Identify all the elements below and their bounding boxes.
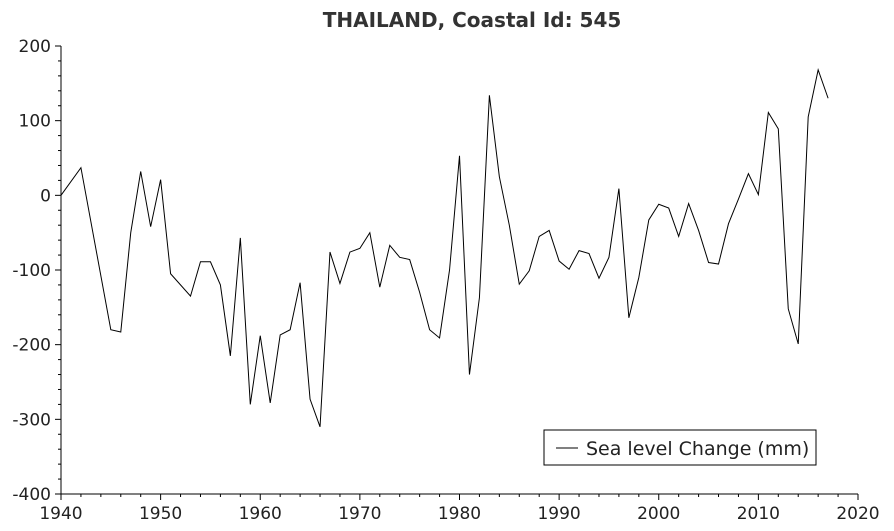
y-tick-label: 200 <box>19 37 51 57</box>
x-tick-label: 2010 <box>737 504 780 524</box>
x-tick-label: 1940 <box>39 504 82 524</box>
y-tick-label: -400 <box>12 485 51 505</box>
y-tick-label: -100 <box>12 261 51 281</box>
x-tick-label: 1980 <box>438 504 481 524</box>
x-tick-label: 1990 <box>537 504 580 524</box>
x-ticks: 1940 1950 1960 1970 1980 1990 2000 2010 2020 <box>39 494 880 524</box>
x-tick-label: 1970 <box>338 504 381 524</box>
chart-title: THAILAND, Coastal Id: 545 <box>323 8 622 32</box>
legend: Sea level Change (mm) <box>543 429 817 466</box>
legend-box <box>543 429 817 466</box>
series-layer <box>60 68 829 427</box>
series-points-0 <box>60 69 828 427</box>
y-tick-label: 100 <box>19 112 51 132</box>
y-tick-label: -300 <box>12 410 51 430</box>
series-line-0 <box>60 68 829 427</box>
axes <box>60 46 858 495</box>
y-tick-label: 0 <box>40 186 51 206</box>
y-ticks: 200 100 0 -100 -200 -300 -400 <box>12 37 61 505</box>
y-tick-label: -200 <box>12 336 51 356</box>
x-tick-label: 2000 <box>637 504 680 524</box>
legend-label: Sea level Change (mm) <box>586 438 809 460</box>
x-tick-label: 1950 <box>139 504 182 524</box>
x-tick-label: 1960 <box>239 504 282 524</box>
x-tick-label: 2020 <box>836 504 879 524</box>
